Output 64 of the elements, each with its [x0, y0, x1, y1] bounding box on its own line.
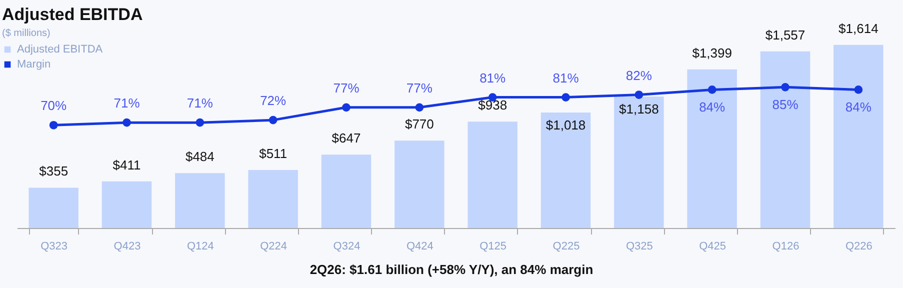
data-label: $1,614: [838, 20, 878, 36]
x-tick-label: Q225: [552, 240, 580, 252]
x-tick-label: Q226: [845, 240, 872, 252]
point: [708, 86, 716, 94]
data-label: 84%: [845, 100, 872, 115]
bar: [394, 140, 444, 228]
x-tick-label: Q324: [333, 240, 360, 252]
data-label: 84%: [699, 100, 726, 115]
data-label: $1,399: [692, 45, 732, 60]
point: [196, 118, 204, 127]
point: [49, 120, 58, 130]
point: [268, 116, 278, 124]
bar: [248, 170, 298, 228]
data-label: $647: [332, 130, 361, 146]
chart-title: Adjusted EBITDA: [2, 4, 143, 24]
point: [854, 86, 863, 94]
point: [562, 93, 570, 102]
point: [122, 118, 131, 127]
data-label: $484: [185, 149, 214, 164]
x-tick-label: Q125: [480, 240, 507, 252]
x-tick-label: Q126: [772, 240, 800, 252]
chart-subtitle: ($ millions): [2, 28, 50, 39]
x-tick-label: Q124: [186, 240, 214, 252]
point: [415, 103, 424, 112]
x-tick-label: Q425: [699, 240, 726, 252]
bar: [760, 51, 810, 228]
data-label: 72%: [260, 93, 287, 108]
data-label: 71%: [114, 96, 140, 111]
data-label: $411: [112, 157, 141, 172]
text: 2Q26: $1.61 billion (+58% Y/Y), an 84% margin: [308, 262, 594, 277]
x-tick-label: Q224: [260, 240, 288, 252]
bar: [834, 44, 884, 228]
bar: [321, 154, 372, 228]
legend-label: Margin: [17, 58, 51, 70]
data-label: 77%: [333, 80, 360, 96]
data-label: $355: [39, 164, 68, 179]
bar: [468, 122, 518, 228]
bar: [614, 96, 664, 228]
bar: [175, 173, 225, 228]
data-label: 81%: [552, 70, 580, 86]
data-label: $1,557: [765, 27, 806, 42]
point: [781, 82, 790, 92]
point: [634, 90, 644, 99]
legend-label: Adjusted EBITDA: [17, 44, 104, 56]
bar: [540, 112, 591, 228]
x-tick-label: Q423: [114, 240, 141, 252]
data-label: 81%: [480, 70, 506, 86]
data-label: 82%: [626, 68, 652, 83]
point: [342, 103, 350, 112]
data-label: 70%: [40, 98, 68, 114]
data-label: 71%: [186, 96, 214, 111]
data-label: 77%: [406, 80, 433, 96]
bar: [102, 181, 152, 228]
x-tick-label: Q325: [626, 240, 653, 252]
x-tick-label: Q323: [40, 240, 68, 252]
bar: [28, 188, 78, 228]
bar: [687, 69, 737, 228]
x-tick-label: Q424: [406, 240, 434, 252]
data-label: $1,018: [546, 118, 586, 133]
data-label: 85%: [772, 97, 799, 112]
data-label: $770: [404, 116, 434, 132]
data-label: $1,158: [619, 102, 659, 117]
data-label: $938: [478, 98, 508, 113]
data-label: $511: [259, 146, 288, 162]
